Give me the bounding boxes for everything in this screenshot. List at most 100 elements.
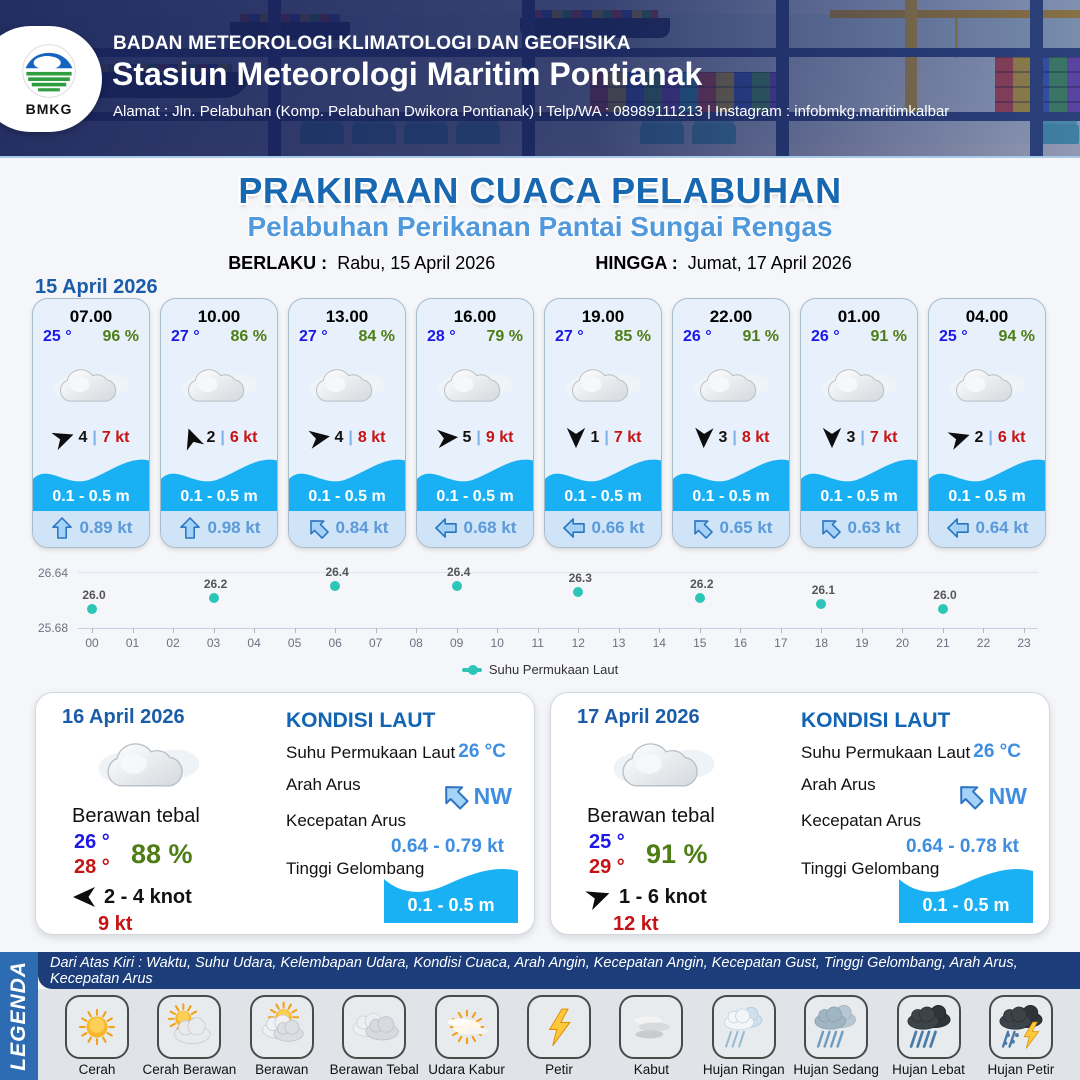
air-temp-value: 26 ° — [683, 328, 712, 345]
header-banner: BMKG BADAN METEOROLOGI KLIMATOLOGI DAN G… — [0, 0, 1080, 158]
x-axis-tick-mark — [983, 628, 985, 633]
temp-min-value: 26 ° — [74, 831, 110, 853]
hingga-value: Jumat, 17 April 2026 — [687, 253, 852, 273]
air-temp-value: 27 ° — [171, 328, 200, 345]
current-speed-value: 0.64 - 0.79 kt — [390, 836, 504, 857]
current-direction-icon — [301, 511, 335, 545]
x-axis-tick: 15 — [693, 636, 707, 650]
legenda-sidebar-label: LEGENDA — [7, 961, 30, 1071]
chart-point — [87, 604, 97, 615]
sst-label: Suhu Permukaan Laut — [801, 743, 971, 762]
legend-item-label: Kabut — [633, 1062, 669, 1077]
humidity-value: 94 % — [998, 328, 1035, 345]
day-summary-card-17: 17 April 2026 Berawan tebal 25 ° 29 ° 91… — [550, 692, 1050, 935]
chart-point-label: 26.3 — [568, 570, 592, 585]
time-label: 16.00 — [453, 307, 497, 326]
humidity-value: 84 % — [358, 328, 395, 345]
x-axis-tick: 00 — [85, 636, 99, 650]
divider: | — [348, 428, 353, 446]
forecast-date-label: 15 April 2026 — [35, 276, 158, 298]
berlaku-value: Rabu, 15 April 2026 — [337, 253, 496, 273]
gust-value: 8 kt — [741, 428, 770, 446]
cloud-sun-icon — [249, 995, 314, 1059]
x-axis-tick-mark — [132, 628, 134, 633]
time-label: 19.00 — [581, 307, 625, 326]
wind-direction-icon — [565, 427, 587, 449]
current-row: 0.66 kt — [545, 509, 661, 547]
wave-band: 0.1 - 0.5 m — [417, 449, 533, 511]
x-axis-tick-mark — [821, 628, 823, 633]
wave-height-value: 0.1 - 0.5 m — [180, 487, 258, 505]
page-subtitle: Pelabuhan Perikanan Pantai Sungai Rengas — [247, 211, 833, 242]
legend-series-label: Suhu Permukaan Laut — [488, 662, 619, 677]
weather-cloud-icon — [562, 354, 644, 417]
wave-shape-icon — [417, 459, 533, 511]
air-temp-value: 27 ° — [555, 328, 584, 345]
wave-height-value: 0.1 - 0.5 m — [692, 487, 770, 505]
chart-point — [451, 581, 462, 591]
legend-item-label: Berawan Tebal — [329, 1062, 419, 1077]
wind-speed-value: 2 — [206, 428, 216, 446]
wind-direction-icon — [692, 426, 715, 449]
x-axis-tick: 17 — [774, 636, 788, 650]
current-direction-icon — [50, 516, 74, 540]
wave-band: 0.1 - 0.5 m — [899, 861, 1033, 923]
sun-cloud-icon — [157, 995, 222, 1059]
gust-value: 7 kt — [101, 428, 130, 446]
current-direction-label: Arah Arus — [801, 775, 876, 794]
chart-point — [573, 586, 584, 597]
current-direction-icon — [946, 516, 970, 540]
legend-item: Udara Kabur — [422, 995, 512, 1080]
x-axis-tick: 19 — [855, 636, 869, 650]
current-speed-value: 0.68 kt — [463, 518, 517, 538]
gust-value: 9 kt — [485, 428, 514, 446]
chart-point-label: 26.0 — [82, 588, 106, 603]
legend-item: Hujan Ringan — [699, 995, 789, 1080]
x-axis-tick-mark — [699, 628, 701, 633]
x-axis-tick-mark — [780, 628, 782, 633]
wave-band: 0.1 - 0.5 m — [673, 449, 789, 511]
current-speed-value: 0.98 kt — [207, 518, 261, 538]
hour-forecast-card: 16.00 28 ° 79 % 5 | 9 kt 0.1 - 0.5 m 0.6… — [416, 298, 534, 548]
x-axis-tick: 07 — [368, 636, 383, 650]
weather-cloud-icon — [306, 354, 388, 417]
fog-icon — [619, 995, 684, 1059]
x-axis-tick-mark — [942, 628, 944, 633]
x-axis-tick-mark — [213, 628, 215, 633]
gridline — [78, 572, 1038, 573]
current-direction-value: NW — [988, 782, 1027, 809]
humidity-value: 91 % — [870, 328, 907, 345]
x-axis-tick-mark — [497, 628, 499, 633]
x-axis-tick: 18 — [814, 636, 829, 650]
current-direction-value: NW — [473, 782, 512, 809]
x-axis-tick: 16 — [733, 636, 748, 650]
wind-speed-value: 2 — [974, 428, 984, 446]
x-axis-tick: 02 — [166, 636, 180, 650]
current-direction-icon — [813, 511, 847, 545]
wind-speed-value: 1 — [590, 428, 600, 446]
wave-shape-icon — [801, 459, 917, 511]
bmkg-logo: BMKG — [0, 26, 102, 132]
wave-height-value: 0.1 - 0.5 m — [922, 895, 1010, 915]
current-speed-value: 0.64 - 0.78 kt — [905, 836, 1019, 857]
current-speed-value: 0.65 kt — [719, 518, 773, 538]
hour-forecast-card: 04.00 25 ° 94 % 2 | 6 kt 0.1 - 0.5 m 0.6… — [928, 298, 1046, 548]
gust-value: 7 kt — [869, 428, 898, 446]
legend-item-label: Hujan Ringan — [702, 1062, 785, 1077]
validity-row: BERLAKU : Rabu, 15 April 2026 HINGGA : J… — [0, 253, 1080, 274]
wave-height-value: 0.1 - 0.5 m — [52, 487, 130, 505]
current-speed-value: 0.84 kt — [335, 518, 389, 538]
wave-height-value: 0.1 - 0.5 m — [436, 487, 514, 505]
org-title: BADAN METEOROLOGI KLIMATOLOGI DAN GEOFIS… — [113, 33, 631, 54]
time-label: 01.00 — [837, 307, 881, 326]
sst-value: 26 °C — [973, 741, 1021, 762]
station-title: Stasiun Meteorologi Maritim Pontianak — [112, 56, 703, 92]
wave-shape-icon — [673, 459, 789, 511]
chart-point — [937, 604, 948, 615]
hour-forecast-card: 10.00 27 ° 86 % 2 | 6 kt 0.1 - 0.5 m 0.9… — [160, 298, 278, 548]
wind-direction-icon — [584, 882, 615, 913]
x-axis-tick-mark — [659, 628, 661, 633]
chart-legend: Suhu Permukaan Laut — [30, 662, 1050, 677]
x-axis-line — [78, 628, 1038, 629]
legend-item-label: Cerah — [78, 1062, 116, 1077]
